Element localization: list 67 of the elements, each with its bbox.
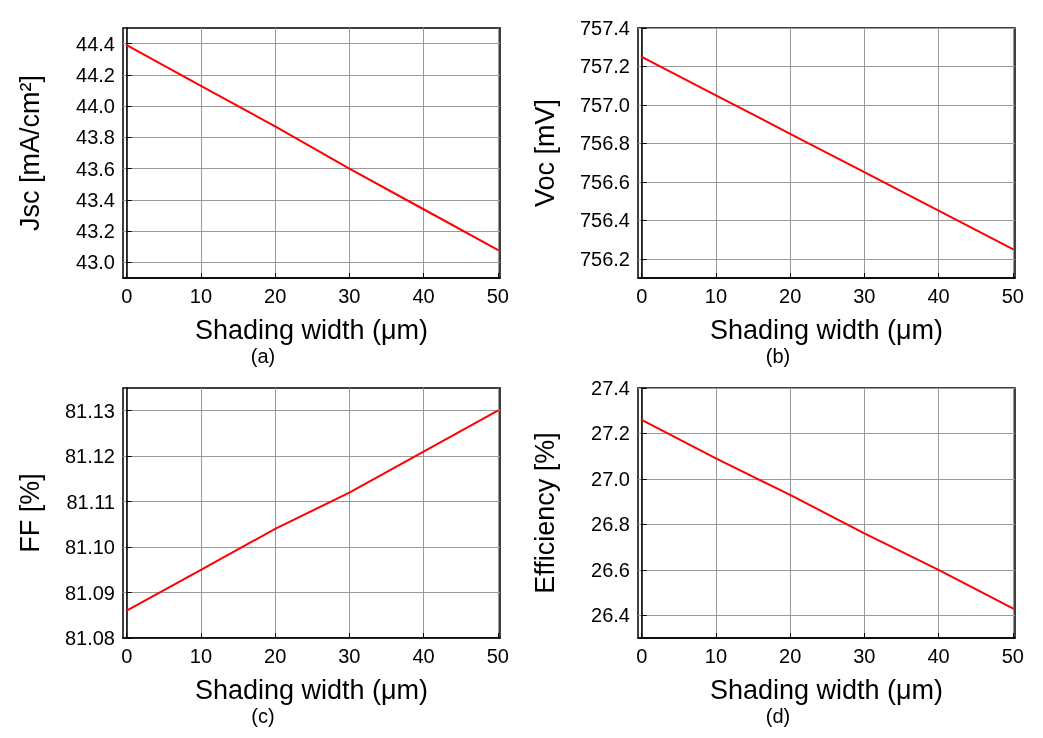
y-tick-label: 81.08 xyxy=(64,627,115,649)
x-tick-label: 10 xyxy=(704,645,728,667)
x-tick-label: 20 xyxy=(779,285,802,307)
y-axis-title: Voc [mV] xyxy=(529,98,560,208)
x-tick-label: 20 xyxy=(264,285,287,307)
y-tick-label: 81.13 xyxy=(64,399,115,422)
y-axis-title: Efficiency [%] xyxy=(529,432,560,594)
y-tick-label: 81.10 xyxy=(64,536,115,559)
x-tick-label: 10 xyxy=(189,285,213,307)
y-tick-label: 26.4 xyxy=(591,604,630,627)
y-tick-label: 44.2 xyxy=(76,63,115,86)
y-tick-label: 81.11 xyxy=(66,490,115,513)
x-tick-label: 10 xyxy=(189,645,213,667)
y-tick-label: 44.4 xyxy=(76,32,115,55)
y-tick-label: 27.0 xyxy=(591,467,630,490)
x-tick-label: 0 xyxy=(636,645,648,667)
y-tick-label: 27.2 xyxy=(591,422,630,445)
y-tick-label: 756.6 xyxy=(579,170,630,193)
y-tick-label: 757.4 xyxy=(579,17,630,39)
x-tick-label: 10 xyxy=(704,285,728,307)
x-tick-label: 0 xyxy=(121,285,133,307)
y-tick-label: 43.2 xyxy=(76,220,115,243)
y-tick-label: 756.2 xyxy=(579,247,630,270)
x-tick-label: 30 xyxy=(853,645,876,667)
y-tick-label: 44.0 xyxy=(76,95,115,118)
y-axis-title: Jsc [mA/cm²] xyxy=(14,75,45,231)
text: (c) xyxy=(251,705,275,727)
x-tick-label: 30 xyxy=(338,285,361,307)
x-tick-label: 50 xyxy=(486,285,509,307)
text: (a) xyxy=(250,345,276,367)
x-tick-label: 50 xyxy=(1001,285,1024,307)
y-tick-label: 26.8 xyxy=(591,513,630,536)
x-tick-label: 20 xyxy=(264,645,287,667)
y-tick-label: 27.4 xyxy=(591,377,630,399)
x-tick-label: 40 xyxy=(412,285,435,307)
x-tick-label: 30 xyxy=(853,285,876,307)
line-series xyxy=(640,55,1014,251)
x-tick-label: 40 xyxy=(927,645,950,667)
x-tick-label: 0 xyxy=(121,645,133,667)
x-axis-title: Shading width (μm) xyxy=(709,314,944,345)
line-series xyxy=(640,418,1014,610)
x-tick-label: 40 xyxy=(927,285,950,307)
x-tick-label: 0 xyxy=(636,285,648,307)
x-tick-label: 50 xyxy=(1001,645,1024,667)
y-tick-label: 757.2 xyxy=(579,55,630,78)
y-tick-label: 81.09 xyxy=(64,581,115,604)
x-tick-label: 40 xyxy=(412,645,435,667)
y-tick-label: 43.8 xyxy=(76,126,115,149)
x-tick-label: 20 xyxy=(779,645,802,667)
line-series xyxy=(125,44,499,251)
y-tick-label: 756.4 xyxy=(579,209,630,232)
y-tick-label: 757.0 xyxy=(579,93,630,116)
x-axis-title: Shading width (μm) xyxy=(709,674,944,705)
y-tick-label: 756.8 xyxy=(579,132,630,155)
text: (b) xyxy=(765,345,791,367)
x-tick-label: 50 xyxy=(486,645,509,667)
y-tick-label: 26.6 xyxy=(591,558,630,581)
y-axis-title: FF [%] xyxy=(14,473,45,553)
text: (d) xyxy=(765,705,791,727)
line-series xyxy=(125,409,499,612)
y-tick-label: 43.6 xyxy=(76,157,115,180)
y-tick-label: 43.4 xyxy=(76,188,115,211)
x-axis-title: Shading width (μm) xyxy=(194,314,429,345)
x-axis-title: Shading width (μm) xyxy=(194,674,429,705)
y-tick-label: 81.12 xyxy=(64,445,115,468)
x-tick-label: 30 xyxy=(338,645,361,667)
y-tick-label: 43.0 xyxy=(76,251,115,274)
